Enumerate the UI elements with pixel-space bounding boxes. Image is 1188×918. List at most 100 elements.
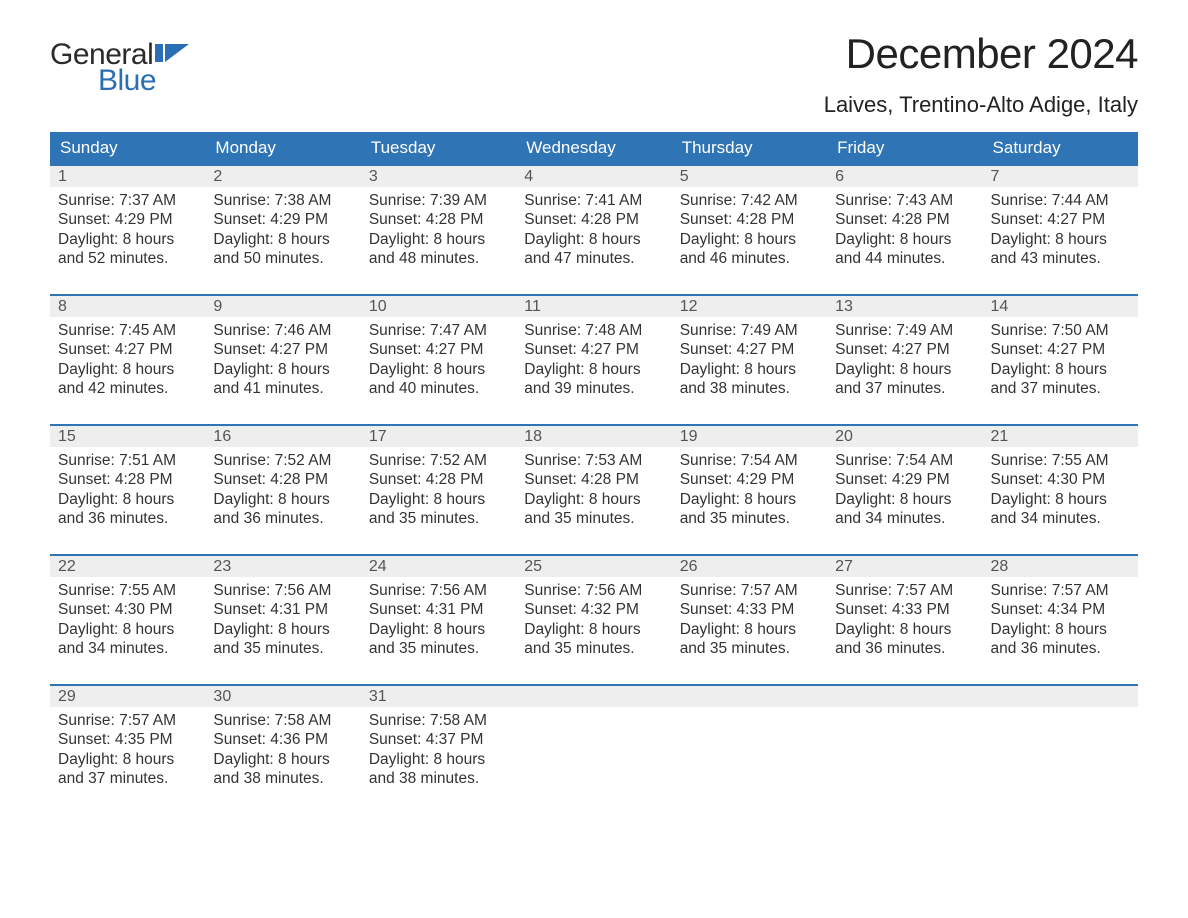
sunrise-line: Sunrise: 7:56 AM <box>524 581 663 600</box>
daylight-line-2: and 35 minutes. <box>524 639 663 658</box>
daylight-line-2: and 35 minutes. <box>680 639 819 658</box>
day-number: 26 <box>672 554 827 577</box>
sunset-line: Sunset: 4:32 PM <box>524 600 663 619</box>
sunrise-line: Sunrise: 7:56 AM <box>213 581 352 600</box>
sunrise-line: Sunrise: 7:52 AM <box>213 451 352 470</box>
weekday-header: Sunday <box>50 132 205 164</box>
calendar-day-cell: 18Sunrise: 7:53 AMSunset: 4:28 PMDayligh… <box>516 424 671 554</box>
sunrise-line: Sunrise: 7:51 AM <box>58 451 197 470</box>
calendar-day-cell <box>827 684 982 814</box>
calendar-day-cell: 15Sunrise: 7:51 AMSunset: 4:28 PMDayligh… <box>50 424 205 554</box>
sunrise-line: Sunrise: 7:57 AM <box>991 581 1130 600</box>
calendar-day-cell: 23Sunrise: 7:56 AMSunset: 4:31 PMDayligh… <box>205 554 360 684</box>
daylight-line-1: Daylight: 8 hours <box>213 620 352 639</box>
calendar-week-row: 15Sunrise: 7:51 AMSunset: 4:28 PMDayligh… <box>50 424 1138 554</box>
daylight-line-1: Daylight: 8 hours <box>835 230 974 249</box>
sunrise-line: Sunrise: 7:37 AM <box>58 191 197 210</box>
sunset-line: Sunset: 4:27 PM <box>991 340 1130 359</box>
sunset-line: Sunset: 4:28 PM <box>835 210 974 229</box>
sunrise-line: Sunrise: 7:57 AM <box>58 711 197 730</box>
day-number: 13 <box>827 294 982 317</box>
sunrise-line: Sunrise: 7:43 AM <box>835 191 974 210</box>
daylight-line-2: and 36 minutes. <box>991 639 1130 658</box>
calendar-day-cell: 14Sunrise: 7:50 AMSunset: 4:27 PMDayligh… <box>983 294 1138 424</box>
flag-icon <box>155 44 189 69</box>
weekday-header: Friday <box>827 132 982 164</box>
day-body: Sunrise: 7:57 AMSunset: 4:33 PMDaylight:… <box>672 577 827 665</box>
day-body: Sunrise: 7:50 AMSunset: 4:27 PMDaylight:… <box>983 317 1138 405</box>
daylight-line-2: and 39 minutes. <box>524 379 663 398</box>
sunrise-line: Sunrise: 7:58 AM <box>369 711 508 730</box>
daylight-line-2: and 36 minutes. <box>58 509 197 528</box>
day-body: Sunrise: 7:38 AMSunset: 4:29 PMDaylight:… <box>205 187 360 275</box>
day-body: Sunrise: 7:54 AMSunset: 4:29 PMDaylight:… <box>672 447 827 535</box>
weekday-header: Thursday <box>672 132 827 164</box>
daylight-line-2: and 36 minutes. <box>835 639 974 658</box>
daylight-line-1: Daylight: 8 hours <box>369 750 508 769</box>
weekday-header: Wednesday <box>516 132 671 164</box>
day-number: 22 <box>50 554 205 577</box>
daylight-line-1: Daylight: 8 hours <box>835 490 974 509</box>
day-body: Sunrise: 7:49 AMSunset: 4:27 PMDaylight:… <box>827 317 982 405</box>
sunrise-line: Sunrise: 7:54 AM <box>680 451 819 470</box>
sunrise-line: Sunrise: 7:46 AM <box>213 321 352 340</box>
day-body: Sunrise: 7:56 AMSunset: 4:31 PMDaylight:… <box>205 577 360 665</box>
sunset-line: Sunset: 4:33 PM <box>835 600 974 619</box>
sunrise-line: Sunrise: 7:49 AM <box>680 321 819 340</box>
daylight-line-1: Daylight: 8 hours <box>680 490 819 509</box>
sunrise-line: Sunrise: 7:38 AM <box>213 191 352 210</box>
daylight-line-1: Daylight: 8 hours <box>213 750 352 769</box>
calendar-day-cell: 5Sunrise: 7:42 AMSunset: 4:28 PMDaylight… <box>672 164 827 294</box>
day-body: Sunrise: 7:49 AMSunset: 4:27 PMDaylight:… <box>672 317 827 405</box>
sunrise-line: Sunrise: 7:44 AM <box>991 191 1130 210</box>
sunrise-line: Sunrise: 7:45 AM <box>58 321 197 340</box>
daylight-line-2: and 37 minutes. <box>835 379 974 398</box>
sunset-line: Sunset: 4:27 PM <box>680 340 819 359</box>
sunrise-line: Sunrise: 7:41 AM <box>524 191 663 210</box>
day-number: 24 <box>361 554 516 577</box>
calendar-day-cell: 26Sunrise: 7:57 AMSunset: 4:33 PMDayligh… <box>672 554 827 684</box>
daylight-line-1: Daylight: 8 hours <box>369 490 508 509</box>
daylight-line-1: Daylight: 8 hours <box>213 360 352 379</box>
daylight-line-1: Daylight: 8 hours <box>680 360 819 379</box>
daylight-line-1: Daylight: 8 hours <box>213 490 352 509</box>
daylight-line-2: and 50 minutes. <box>213 249 352 268</box>
calendar-day-cell <box>672 684 827 814</box>
sunset-line: Sunset: 4:29 PM <box>213 210 352 229</box>
sunrise-line: Sunrise: 7:57 AM <box>835 581 974 600</box>
calendar-day-cell: 7Sunrise: 7:44 AMSunset: 4:27 PMDaylight… <box>983 164 1138 294</box>
day-body: Sunrise: 7:44 AMSunset: 4:27 PMDaylight:… <box>983 187 1138 275</box>
calendar-week-row: 22Sunrise: 7:55 AMSunset: 4:30 PMDayligh… <box>50 554 1138 684</box>
sunrise-line: Sunrise: 7:54 AM <box>835 451 974 470</box>
day-number: 30 <box>205 684 360 707</box>
calendar-day-cell: 30Sunrise: 7:58 AMSunset: 4:36 PMDayligh… <box>205 684 360 814</box>
sunset-line: Sunset: 4:36 PM <box>213 730 352 749</box>
calendar-day-cell: 2Sunrise: 7:38 AMSunset: 4:29 PMDaylight… <box>205 164 360 294</box>
daylight-line-2: and 38 minutes. <box>213 769 352 788</box>
daylight-line-2: and 40 minutes. <box>369 379 508 398</box>
sunset-line: Sunset: 4:35 PM <box>58 730 197 749</box>
sunset-line: Sunset: 4:28 PM <box>524 210 663 229</box>
day-number: 7 <box>983 164 1138 187</box>
day-number-empty <box>516 684 671 707</box>
sunrise-line: Sunrise: 7:39 AM <box>369 191 508 210</box>
calendar-day-cell: 12Sunrise: 7:49 AMSunset: 4:27 PMDayligh… <box>672 294 827 424</box>
calendar-day-cell: 28Sunrise: 7:57 AMSunset: 4:34 PMDayligh… <box>983 554 1138 684</box>
day-body: Sunrise: 7:57 AMSunset: 4:33 PMDaylight:… <box>827 577 982 665</box>
day-number: 20 <box>827 424 982 447</box>
calendar-day-cell: 22Sunrise: 7:55 AMSunset: 4:30 PMDayligh… <box>50 554 205 684</box>
daylight-line-1: Daylight: 8 hours <box>991 620 1130 639</box>
daylight-line-1: Daylight: 8 hours <box>835 360 974 379</box>
daylight-line-2: and 35 minutes. <box>369 639 508 658</box>
calendar-day-cell: 19Sunrise: 7:54 AMSunset: 4:29 PMDayligh… <box>672 424 827 554</box>
sunset-line: Sunset: 4:37 PM <box>369 730 508 749</box>
day-number: 11 <box>516 294 671 317</box>
calendar-week-row: 1Sunrise: 7:37 AMSunset: 4:29 PMDaylight… <box>50 164 1138 294</box>
daylight-line-1: Daylight: 8 hours <box>369 230 508 249</box>
sunset-line: Sunset: 4:28 PM <box>680 210 819 229</box>
daylight-line-2: and 35 minutes. <box>680 509 819 528</box>
daylight-line-2: and 42 minutes. <box>58 379 197 398</box>
weekday-header-row: SundayMondayTuesdayWednesdayThursdayFrid… <box>50 132 1138 164</box>
day-number: 12 <box>672 294 827 317</box>
day-body: Sunrise: 7:46 AMSunset: 4:27 PMDaylight:… <box>205 317 360 405</box>
